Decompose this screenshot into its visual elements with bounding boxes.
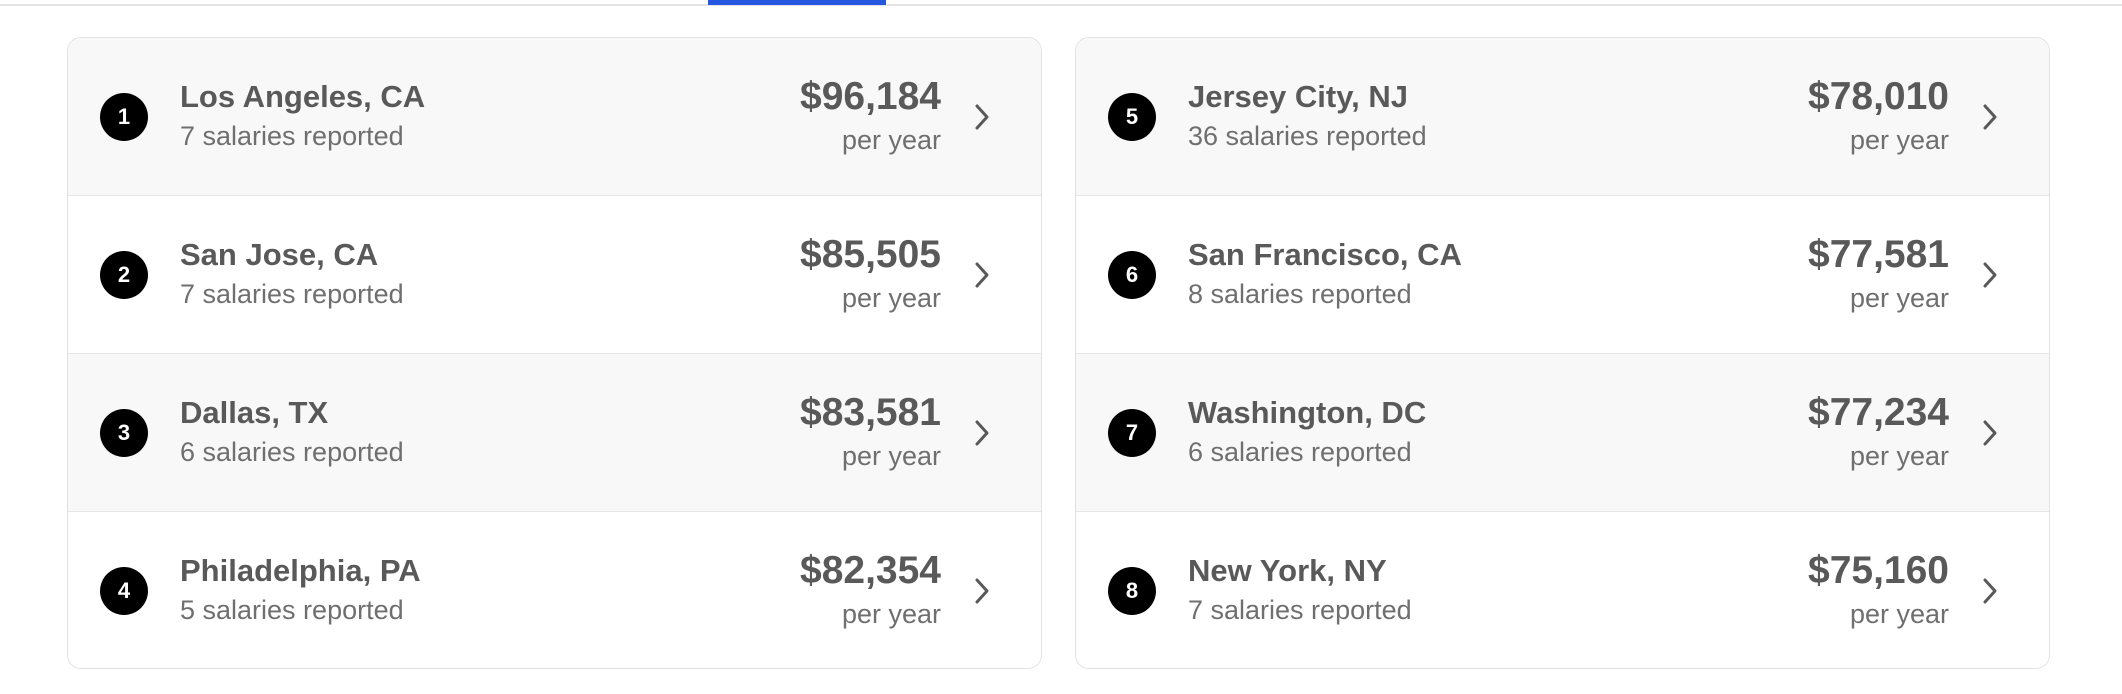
salary-count: 5 salaries reported [180,595,404,625]
rank-badge: 7 [1108,408,1156,457]
city-list-card-left: 1 Los Angeles, CA 7 salaries reported $9… [67,37,1042,669]
salary-amount: $77,581 [1808,232,1949,276]
salary-info: $82,354 per year [800,548,941,634]
chevron-right-icon[interactable] [967,102,997,132]
salary-period: per year [1849,124,1949,155]
chevron-right-icon[interactable] [1975,576,2005,606]
salary-amount: $75,160 [1808,549,1949,592]
salary-period: per year [841,440,941,471]
salary-info: $77,234 per year [1808,390,1949,476]
salary-count: 6 salaries reported [180,436,404,467]
city-name: Dallas, TX [180,394,329,430]
city-row[interactable]: 7 Washington, DC 6 salaries reported $77… [1076,354,2049,512]
location-info: New York, NY 7 salaries reported [1188,552,1808,630]
salary-period: per year [841,599,941,629]
salary-count: 7 salaries reported [1188,595,1412,625]
salary-info: $96,184 per year [800,74,941,160]
city-name: New York, NY [1188,553,1387,588]
chevron-right-icon[interactable] [1975,260,2005,290]
active-tab-indicator [708,0,886,5]
rank-badge: 4 [100,567,148,615]
location-info: San Francisco, CA 8 salaries reported [1188,236,1808,314]
chevron-right-icon[interactable] [967,576,997,606]
chevron-right-icon[interactable] [1975,418,2005,448]
salary-count: 8 salaries reported [1188,278,1412,309]
salary-amount: $82,354 [800,549,941,592]
city-row[interactable]: 8 New York, NY 7 salaries reported $75,1… [1076,512,2049,668]
chevron-right-icon[interactable] [967,418,997,448]
salary-count: 36 salaries reported [1188,120,1427,151]
salary-amount: $78,010 [1808,74,1949,118]
city-row[interactable]: 3 Dallas, TX 6 salaries reported $83,581… [68,354,1041,512]
salary-amount: $85,505 [800,232,941,276]
location-info: Philadelphia, PA 5 salaries reported [180,552,800,630]
city-row[interactable]: 4 Philadelphia, PA 5 salaries reported $… [68,512,1041,668]
city-list-card-right: 5 Jersey City, NJ 36 salaries reported $… [1075,37,2050,669]
salary-count: 7 salaries reported [180,278,404,309]
city-row[interactable]: 5 Jersey City, NJ 36 salaries reported $… [1076,38,2049,196]
salary-count: 7 salaries reported [180,120,404,151]
city-name: Washington, DC [1188,394,1427,430]
salary-period: per year [841,282,941,313]
city-name: San Jose, CA [180,236,379,272]
salary-info: $85,505 per year [800,232,941,318]
rank-badge: 2 [100,250,148,299]
location-info: Los Angeles, CA 7 salaries reported [180,78,800,156]
city-name: Los Angeles, CA [180,78,426,114]
location-info: Dallas, TX 6 salaries reported [180,394,800,472]
salary-period: per year [841,124,941,155]
rank-badge: 6 [1108,250,1156,299]
chevron-right-icon[interactable] [1975,102,2005,132]
rank-badge: 3 [100,408,148,457]
salary-info: $83,581 per year [800,390,941,476]
salary-period: per year [1849,599,1949,629]
rank-badge: 1 [100,92,148,141]
salary-period: per year [1849,440,1949,471]
city-name: San Francisco, CA [1188,236,1462,272]
location-info: San Jose, CA 7 salaries reported [180,236,800,314]
location-info: Washington, DC 6 salaries reported [1188,394,1808,472]
salary-info: $75,160 per year [1808,548,1949,634]
salary-count: 6 salaries reported [1188,436,1412,467]
city-name: Jersey City, NJ [1188,78,1408,114]
rank-badge: 5 [1108,92,1156,141]
tab-bar-divider [0,4,2122,6]
salary-info: $77,581 per year [1808,232,1949,318]
salary-period: per year [1849,282,1949,313]
city-row[interactable]: 2 San Jose, CA 7 salaries reported $85,5… [68,196,1041,354]
rank-badge: 8 [1108,567,1156,615]
city-name: Philadelphia, PA [180,553,421,588]
chevron-right-icon[interactable] [967,260,997,290]
salary-amount: $77,234 [1808,390,1949,434]
city-row[interactable]: 1 Los Angeles, CA 7 salaries reported $9… [68,38,1041,196]
salary-info: $78,010 per year [1808,74,1949,160]
city-row[interactable]: 6 San Francisco, CA 8 salaries reported … [1076,196,2049,354]
salary-amount: $83,581 [800,390,941,434]
salary-amount: $96,184 [800,74,941,118]
location-info: Jersey City, NJ 36 salaries reported [1188,78,1808,156]
top-paying-cities: 1 Los Angeles, CA 7 salaries reported $9… [67,37,2050,669]
